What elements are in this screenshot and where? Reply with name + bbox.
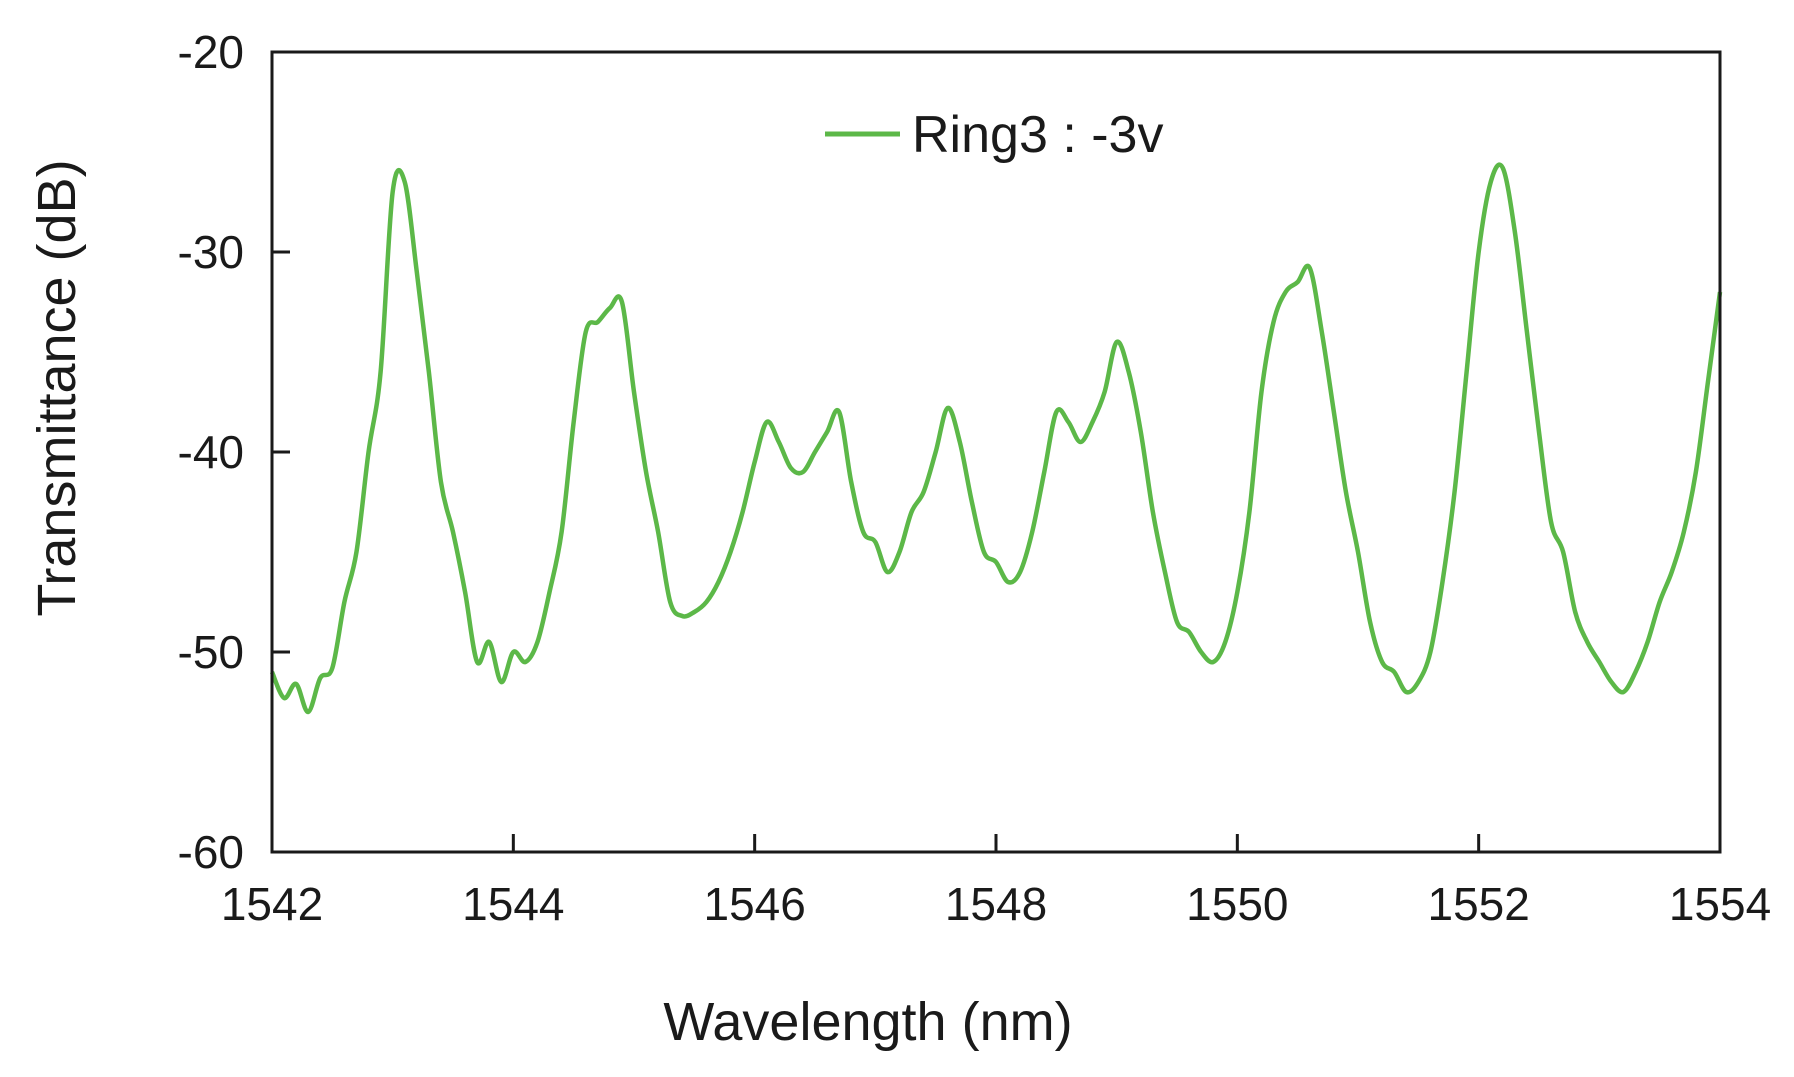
y-axis-title: Transmittance (dB) [27, 159, 87, 616]
legend: Ring3 : -3v [825, 106, 1163, 164]
x-axis-title: Wavelength (nm) [663, 992, 1072, 1052]
legend-label-ring3: Ring3 : -3v [912, 106, 1163, 164]
x-tick-label: 1544 [462, 878, 564, 930]
y-tick-label: -50 [178, 626, 244, 678]
x-tick-label: 1548 [945, 878, 1047, 930]
x-tick-label: 1550 [1186, 878, 1288, 930]
y-tick-label: -20 [178, 26, 244, 78]
series-line-ring3 [269, 162, 1723, 715]
y-tick-label: -60 [178, 826, 244, 878]
x-axis: 1542 1544 1546 1548 1550 1552 1554 [221, 834, 1771, 930]
x-tick-label: 1554 [1669, 878, 1771, 930]
y-axis: -20 -30 -40 -50 -60 [178, 26, 290, 878]
x-tick-label: 1542 [221, 878, 323, 930]
x-tick-label: 1546 [703, 878, 805, 930]
series-layer [269, 162, 1723, 715]
y-tick-label: -30 [178, 226, 244, 278]
y-tick-label: -40 [178, 426, 244, 478]
x-tick-label: 1552 [1427, 878, 1529, 930]
